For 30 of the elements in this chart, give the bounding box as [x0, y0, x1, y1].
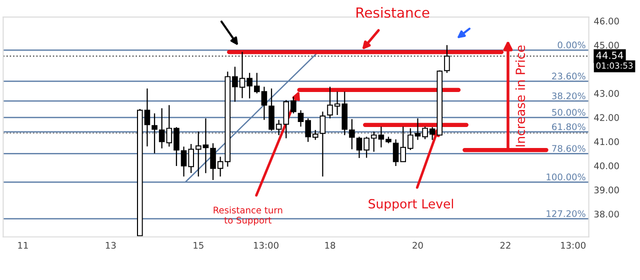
x-tick-label: 11 [18, 242, 28, 249]
annotation: Resistance [356, 7, 430, 18]
annotation: Support Level [368, 198, 454, 211]
x-tick-label: 18 [325, 242, 336, 249]
annotation: 127.20% [546, 210, 586, 218]
x-tick-label: 13:00 [254, 242, 278, 249]
y-tick-label: 43.00 [594, 90, 619, 97]
x-tick-label: 13 [106, 242, 116, 249]
annotation: 61.80% [552, 123, 586, 130]
y-tick-label: 40.00 [594, 162, 619, 170]
x-tick-label: 13:00 [561, 242, 586, 249]
ref-line-label: 44.54 [596, 52, 624, 59]
text: 01:03:53 [596, 62, 633, 69]
annotation: Increase in Price [515, 46, 526, 146]
y-tick-label: 41.00 [594, 138, 619, 146]
y-tick-label: 39.00 [594, 186, 619, 194]
annotation: 50.00% [552, 108, 586, 116]
x-tick-label: 20 [412, 242, 423, 249]
y-tick-label: 46.00 [594, 18, 619, 24]
y-tick-label: 38.00 [594, 210, 619, 218]
x-tick-label: 15 [194, 242, 204, 249]
annotation: Resistance turn to Support [214, 206, 282, 226]
annotation: 100.00% [546, 174, 586, 180]
annotation: 38.20% [552, 92, 586, 100]
y-tick-label: 45.00 [594, 42, 619, 49]
annotation: 23.60% [552, 72, 586, 80]
annotation: 78.60% [552, 145, 586, 152]
annotation: 0.00% [558, 42, 586, 48]
y-tick-label: 42.00 [594, 114, 619, 122]
x-tick-label: 22 [500, 242, 510, 249]
